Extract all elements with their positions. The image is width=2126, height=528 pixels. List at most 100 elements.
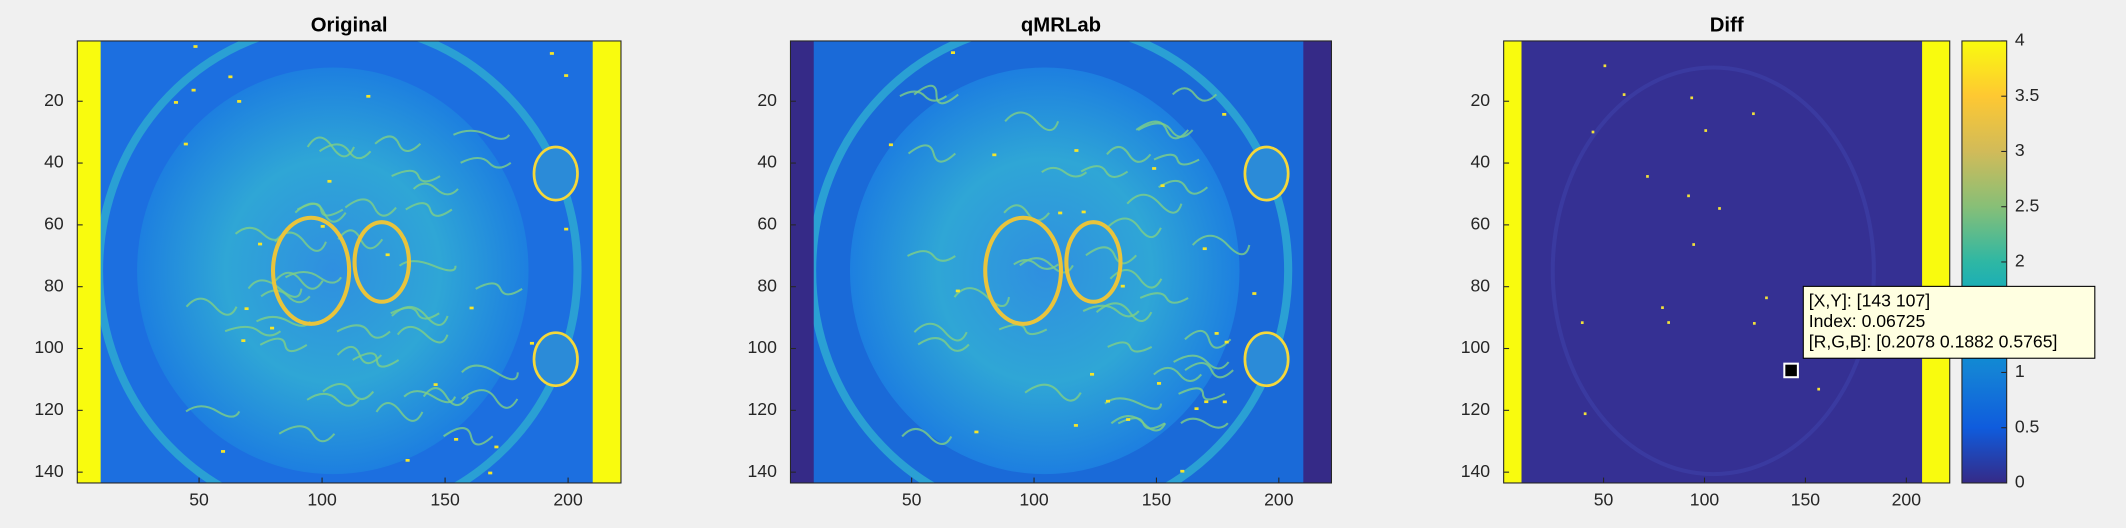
y-tick-label: 140: [34, 461, 64, 481]
speck: [1073, 424, 1078, 427]
sulcus: [1080, 165, 1129, 178]
speck: [1214, 332, 1219, 335]
sulcus: [913, 322, 968, 342]
x-tick-label: 200: [1892, 489, 1922, 509]
speck: [1580, 321, 1584, 325]
sulcus: [306, 392, 360, 407]
sulcus: [422, 387, 469, 407]
speck: [1646, 175, 1649, 178]
sulcus: [1110, 415, 1167, 432]
sulcus: [306, 136, 355, 158]
speck: [183, 142, 188, 146]
sulcus: [901, 427, 953, 446]
y-tick-label: 20: [1471, 90, 1491, 110]
y-tick-label: 40: [44, 152, 64, 172]
axes-box: [76, 40, 622, 484]
sulcus: [1139, 292, 1189, 304]
y-tick-label: 40: [1471, 152, 1491, 172]
x-tick-label: 50: [902, 489, 922, 509]
x-tick-label: 100: [307, 489, 337, 509]
speck: [385, 253, 390, 257]
image: [790, 40, 1332, 483]
speck: [1224, 340, 1229, 344]
speck: [494, 445, 499, 449]
sulcus: [1104, 397, 1163, 410]
speck: [1765, 296, 1768, 300]
speck: [1817, 387, 1821, 391]
sulcus: [460, 156, 512, 169]
sulcus: [907, 144, 957, 163]
sulcus: [284, 270, 343, 284]
speck: [1058, 211, 1063, 215]
sulcus: [1137, 122, 1194, 138]
image-background: [1503, 40, 1950, 483]
brain-outline: [1550, 65, 1876, 477]
x-tick-label: 100: [1690, 489, 1720, 509]
y-tick-label: 80: [757, 275, 777, 295]
sulcus: [1095, 302, 1153, 323]
panel-title: qMRLab: [1021, 14, 1101, 36]
speck: [1105, 399, 1111, 403]
sulcus: [1004, 111, 1060, 132]
speck: [191, 88, 196, 92]
x-tick-label: 150: [1142, 489, 1172, 509]
sulcus: [1178, 387, 1226, 401]
sulcus: [1153, 366, 1203, 383]
colorbar-tick-label: 3: [2015, 140, 2025, 160]
edge-band: [77, 40, 101, 483]
sulcus: [461, 364, 519, 381]
edge-band: [1503, 40, 1522, 483]
speck: [1180, 469, 1185, 473]
edge-band: [1303, 40, 1332, 483]
speck: [270, 326, 275, 330]
sulcus: [278, 425, 336, 443]
colorbar-tick-label: 0.5: [2015, 416, 2040, 436]
x-tick-label: 150: [430, 489, 460, 509]
sulcus: [322, 383, 375, 401]
y-tick-label: 140: [748, 461, 778, 481]
sulcus: [1184, 329, 1232, 349]
speck: [237, 100, 242, 103]
sulcus: [475, 282, 523, 296]
sulcus: [294, 202, 347, 223]
speck: [529, 341, 534, 345]
speck: [1252, 292, 1257, 295]
sulcus: [998, 323, 1048, 336]
x-tick-label: 100: [1019, 489, 1049, 509]
speck: [1156, 382, 1162, 385]
colorbar-tick-label: 2: [2015, 251, 2025, 271]
speck: [564, 74, 569, 77]
speck: [488, 471, 493, 475]
colorbar-tick-label: 2.5: [2015, 195, 2040, 215]
sulcus: [1106, 217, 1162, 239]
sulcus: [1171, 87, 1218, 102]
sulcus: [375, 401, 424, 422]
eye: [532, 145, 579, 202]
speck: [1704, 129, 1708, 132]
speck: [1752, 112, 1755, 116]
datatip-line: [R,G,B]: [0.2078 0.1882 0.5765]: [1809, 331, 2058, 351]
sulcus: [443, 427, 494, 446]
y-tick-label: 20: [44, 90, 64, 110]
speck: [1204, 400, 1209, 404]
sulcus: [1158, 179, 1209, 195]
speck: [366, 94, 371, 98]
sulcus: [1106, 145, 1152, 163]
y-tick-label: 120: [748, 399, 778, 419]
speck: [992, 153, 997, 157]
sulcus: [1082, 304, 1140, 318]
sulcus: [453, 129, 511, 140]
sulcus: [1180, 417, 1229, 429]
y-tick-label: 100: [34, 337, 64, 357]
speck: [433, 383, 438, 386]
sulcus: [1126, 193, 1183, 214]
ventricle: [270, 215, 352, 326]
speck: [320, 225, 325, 228]
speck: [173, 101, 179, 104]
x-tick-label: 200: [553, 489, 583, 509]
ventricle: [1064, 220, 1123, 304]
datatip-line: Index: 0.06725: [1809, 311, 1926, 331]
sulcus: [412, 182, 459, 196]
